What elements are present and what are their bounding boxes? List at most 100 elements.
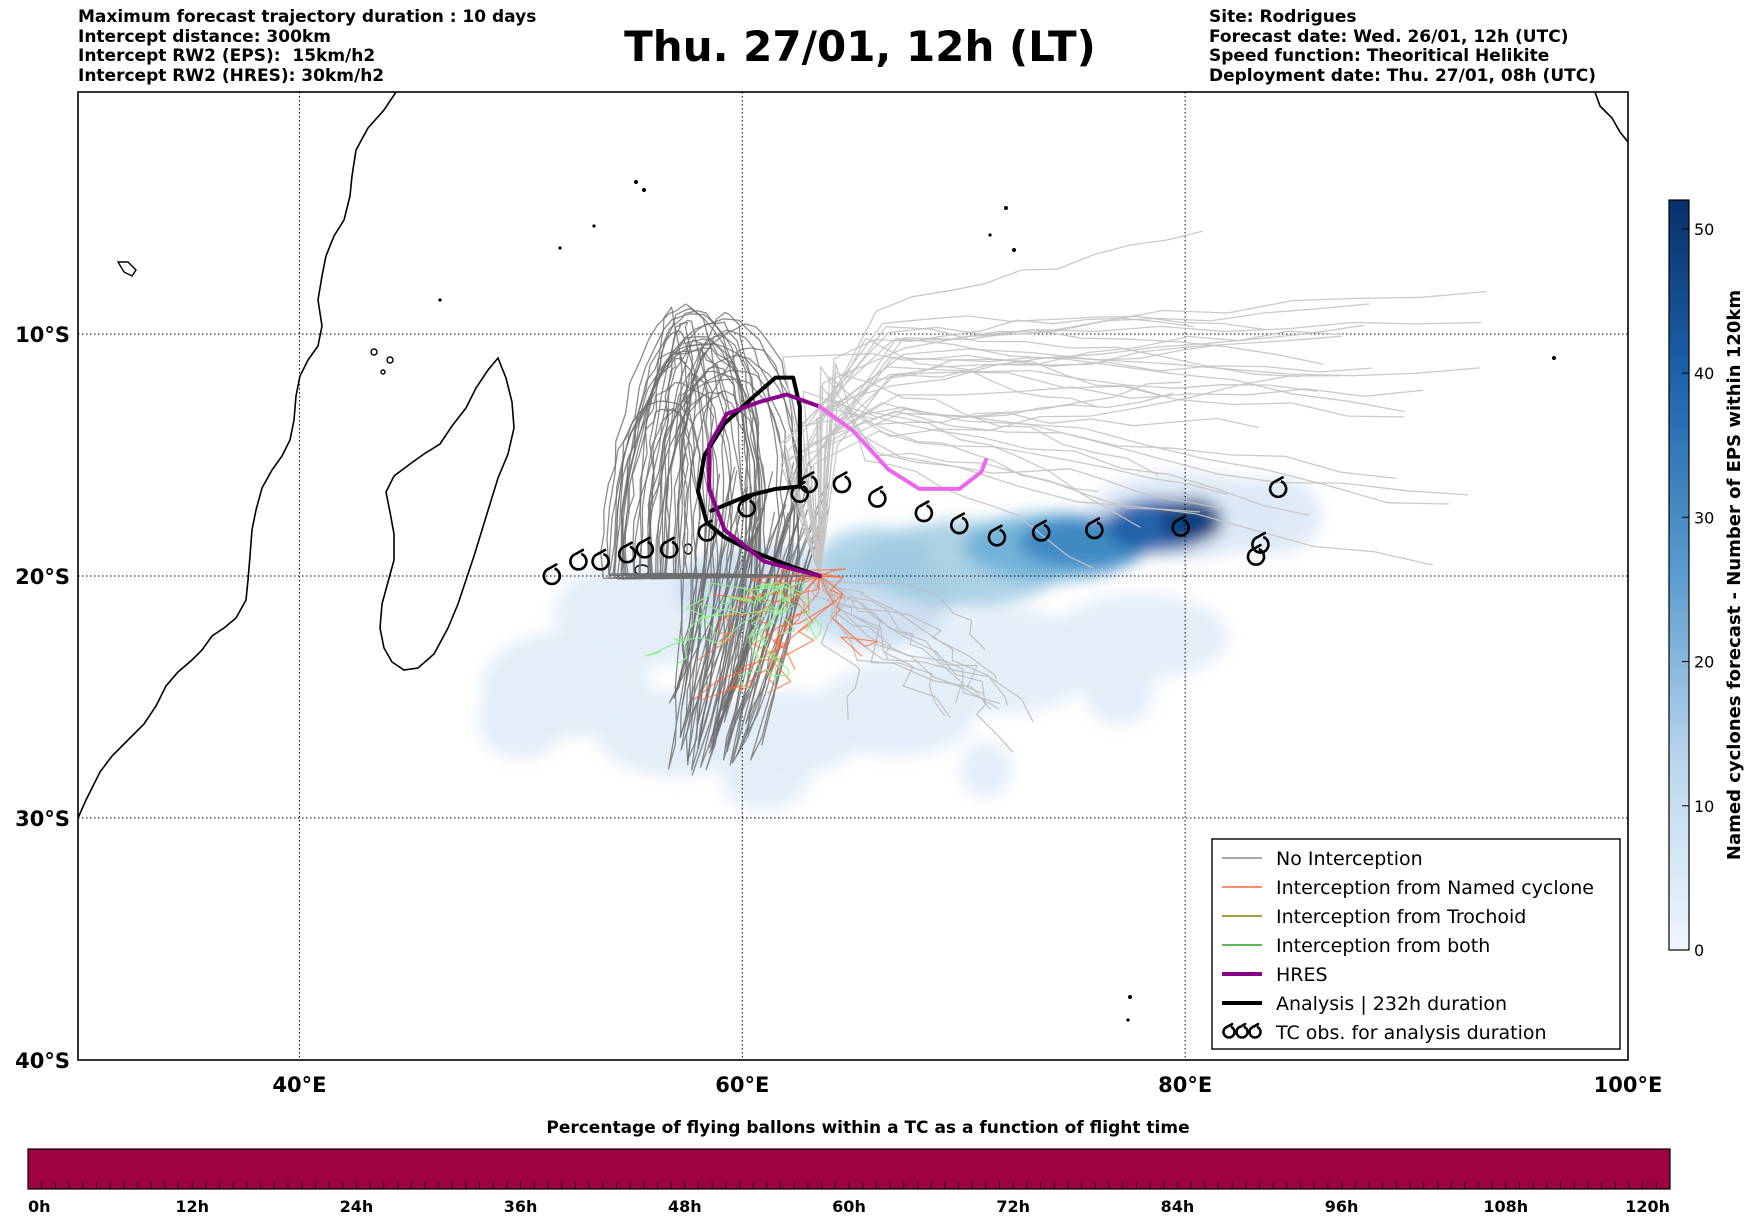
density-blob bbox=[819, 527, 931, 586]
tc-symbol-ring bbox=[790, 484, 810, 503]
eps-trajectory-both bbox=[698, 583, 780, 629]
eps-trajectory-both bbox=[700, 585, 794, 637]
chagos-island bbox=[1012, 248, 1016, 252]
time-bar-label: 120h bbox=[1625, 1197, 1670, 1216]
tc-observation bbox=[987, 524, 1007, 547]
tc-symbol-tail bbox=[804, 471, 815, 478]
longitude-label: 60°E bbox=[715, 1073, 769, 1097]
chagos-island bbox=[988, 233, 992, 237]
tc-symbol-ring bbox=[1085, 521, 1104, 540]
time-bar-label: 36h bbox=[504, 1197, 538, 1216]
tc-observation bbox=[617, 541, 637, 564]
map-title: Thu. 27/01, 12h (LT) bbox=[624, 22, 1096, 71]
seychelles-island bbox=[558, 246, 562, 250]
latitude-label: 30°S bbox=[15, 807, 70, 831]
madagascar-coastline bbox=[379, 356, 515, 671]
tc-symbol-tail bbox=[1238, 1022, 1247, 1029]
colorbar-tick-label: 40 bbox=[1694, 364, 1714, 383]
main-trajectories bbox=[696, 375, 988, 578]
tc-observation bbox=[868, 485, 887, 508]
eps-trajectory bbox=[621, 349, 820, 745]
colorbar: 0 10 20 30 40 50 Named cyclones forecast - Nu… bbox=[1668, 199, 1745, 960]
time-bar-label: 0h bbox=[28, 1197, 51, 1216]
tc-symbol-tail bbox=[1256, 531, 1267, 539]
header-right: Site: Rodrigues Forecast date: Wed. 26/0… bbox=[1209, 7, 1596, 86]
legend-label: TC obs. for analysis duration bbox=[1275, 1022, 1547, 1044]
time-bar-label: 72h bbox=[996, 1197, 1030, 1216]
eps-trajectory bbox=[819, 317, 1194, 577]
eps-trajectory-named-cyclone bbox=[767, 575, 844, 694]
eps-trajectory-named-cyclone bbox=[819, 575, 879, 657]
tc-observation bbox=[832, 471, 852, 494]
comoros-island bbox=[386, 356, 394, 364]
eps-trajectory bbox=[819, 365, 1200, 577]
tc-symbol-ring bbox=[737, 499, 756, 518]
legend-entry: Interception from both bbox=[1222, 935, 1490, 957]
tc-symbol-tail bbox=[742, 495, 753, 503]
eps-trajectory bbox=[807, 230, 1203, 577]
eps-trajectory-both bbox=[751, 585, 787, 685]
tc-symbol-tail bbox=[919, 500, 930, 507]
tc-symbol-ring bbox=[950, 516, 969, 535]
eps-trajectory bbox=[613, 344, 820, 749]
seychelles-island bbox=[642, 188, 646, 192]
comoros-island bbox=[370, 348, 378, 356]
tc-observation bbox=[591, 548, 610, 571]
eps-trajectory bbox=[779, 303, 1370, 577]
density-blob bbox=[959, 740, 1013, 799]
legend-tc-symbol bbox=[1222, 1022, 1236, 1039]
eps-trajectory bbox=[819, 375, 1341, 577]
eps-trajectory bbox=[811, 575, 1000, 710]
eps-trajectory bbox=[819, 575, 1014, 753]
colorbar-ticks: 0 10 20 30 40 50 bbox=[1682, 220, 1714, 960]
seychelles-island bbox=[592, 224, 596, 228]
time-bar-label: 84h bbox=[1161, 1197, 1195, 1216]
eps-trajectory bbox=[802, 390, 1310, 577]
eps-trajectory bbox=[819, 290, 1487, 577]
tc-observation bbox=[697, 519, 717, 542]
header-right-line: Forecast date: Wed. 26/01, 12h (UTC) bbox=[1209, 26, 1569, 47]
density-blob bbox=[1225, 476, 1323, 555]
tc-symbol-ring bbox=[1222, 1025, 1236, 1039]
eps-trajectory bbox=[819, 324, 1364, 577]
pemba-island bbox=[116, 261, 137, 277]
tc-observation bbox=[1251, 531, 1270, 554]
africa-coastline bbox=[78, 92, 397, 819]
tc-observation bbox=[542, 563, 562, 586]
tc-symbol-ring bbox=[697, 523, 717, 542]
eps-trajectory bbox=[806, 321, 1482, 577]
header-left-line: Intercept RW2 (HRES): 30km/h2 bbox=[78, 65, 385, 86]
eps-trajectory bbox=[784, 326, 1324, 577]
sumatra-coastline bbox=[1594, 92, 1628, 143]
legend-box bbox=[1211, 838, 1621, 1050]
legend-label: No Interception bbox=[1276, 848, 1423, 870]
tc-observation bbox=[1268, 476, 1288, 499]
tc-symbol-tail bbox=[1090, 517, 1101, 524]
hres-trajectory bbox=[707, 392, 822, 578]
eps-trajectory bbox=[816, 348, 1481, 577]
time-bar-ticks: 0h 12h 24h 36h 48h 60h 72h 84h 96h 108h 120h bbox=[28, 1182, 1670, 1216]
tc-symbol-tail bbox=[574, 548, 585, 556]
density-blob bbox=[1083, 658, 1155, 727]
time-bar-label: 108h bbox=[1483, 1197, 1528, 1216]
eps-trajectory-both bbox=[645, 585, 781, 657]
time-bar-label: 48h bbox=[668, 1197, 702, 1216]
eps-trajectory-both bbox=[750, 585, 790, 677]
eps-trajectory bbox=[804, 356, 1373, 577]
legend: No Interception Interception from Named c… bbox=[1211, 838, 1621, 1050]
density-blob bbox=[1160, 498, 1223, 543]
eps-trajectory-named-cyclone bbox=[693, 575, 820, 700]
colorbar-ramp bbox=[1668, 199, 1690, 951]
eps-trajectory bbox=[663, 366, 820, 728]
seychelles-island bbox=[634, 180, 638, 184]
header-left-line: Intercept RW2 (EPS): 15km/h2 bbox=[78, 46, 376, 66]
tc-symbol-ring bbox=[1246, 547, 1266, 566]
eps-trajectory-both bbox=[764, 581, 804, 635]
tc-symbol-ring bbox=[542, 567, 562, 586]
eps-trajectory bbox=[819, 575, 1009, 706]
coastlines bbox=[78, 92, 1628, 1022]
colorbar-tick-label: 50 bbox=[1694, 220, 1714, 239]
legend-tc-symbol bbox=[1235, 1022, 1249, 1039]
time-bar-label: 24h bbox=[340, 1197, 374, 1216]
